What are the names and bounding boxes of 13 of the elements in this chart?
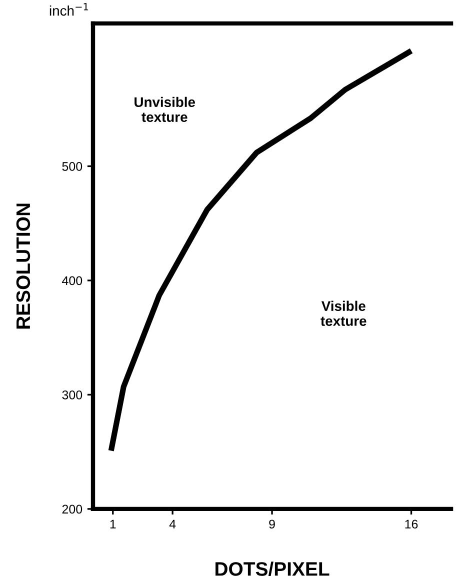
y-tick-label: 500 [62,162,82,171]
x-tick-label: 1 [110,520,116,528]
x-tick-label: 4 [169,520,176,528]
x-tick-label: 16 [405,520,418,529]
y-tick-label: 300 [62,390,82,400]
y-tick-label: 400 [62,276,82,286]
x-tick-label: 9 [269,520,275,529]
text: inch$^{−1}$ [50,3,88,16]
y-tick-label: 200 [62,504,82,514]
annotation: Visible texture [320,300,366,326]
annotation: Unvisible texture [134,96,196,122]
x-axis-title: DOTS/PIXEL [216,562,330,576]
y-axis-title: RESOLUTION [16,204,30,329]
